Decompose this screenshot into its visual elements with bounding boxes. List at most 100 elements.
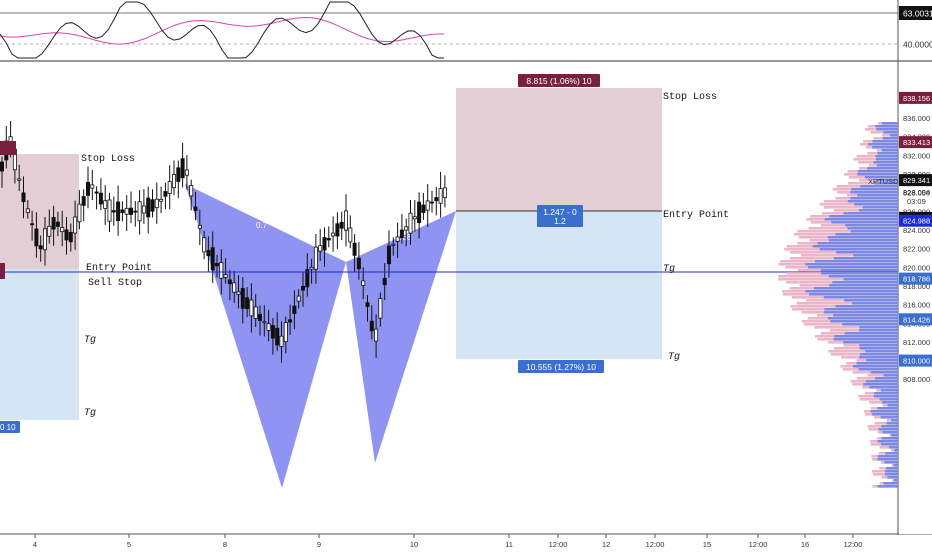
volume-profile-bar [858, 368, 898, 371]
volume-profile-bar [874, 377, 898, 380]
volume-profile-bar [830, 320, 898, 323]
volume-profile-bar [883, 374, 898, 377]
candle-body [318, 245, 323, 252]
volume-profile-bar [891, 419, 898, 422]
volume-profile-bar [853, 254, 898, 257]
volume-profile-bar [796, 302, 898, 305]
bar-countdown: 03:09 [907, 197, 926, 206]
price-badge-text: 818.786 [903, 275, 930, 284]
candle-body [275, 327, 280, 346]
candle-body [348, 227, 353, 243]
left-target-2-label: Tg [84, 408, 96, 419]
volume-profile-bar [867, 374, 898, 377]
volume-profile-bar [843, 212, 898, 215]
candle-body [68, 231, 73, 243]
candle-body [288, 319, 293, 323]
price-tick-label: 826.000 [903, 207, 930, 216]
candle-body [137, 201, 142, 222]
candle-body [180, 158, 185, 179]
time-axis[interactable]: 4 5 8 9 10 11 12:00 12 12:00 15 12:00 16 12:00 [33, 534, 862, 549]
volume-profile-bar [854, 203, 898, 206]
right-target-badge [518, 360, 604, 373]
volume-profile-bar [829, 284, 898, 287]
volume-profile-bar [821, 272, 898, 275]
volume-profile-bar [843, 341, 898, 344]
volume-profile-bar [845, 224, 898, 227]
volume-profile-bar [866, 359, 898, 362]
volume-profile-bar [880, 443, 898, 446]
candlestick-series[interactable] [0, 120, 447, 363]
volume-profile-bar [828, 275, 898, 278]
price-tick-label: 822.000 [903, 245, 930, 254]
time-tick-label: 12:00 [749, 540, 768, 549]
volume-profile-bar [886, 422, 898, 425]
volume-profile-bar [832, 281, 898, 284]
volume-profile-bar [874, 392, 898, 395]
volume-profile-bar [884, 461, 898, 464]
right-stop-zone[interactable] [456, 88, 662, 211]
candle-body [313, 246, 318, 270]
volume-profile-bar [878, 428, 898, 431]
right-stop-loss-label: Stop Loss [663, 92, 717, 103]
volume-profile-bar [887, 476, 898, 479]
volume-profile-bar [880, 416, 898, 419]
volume-profile-bar [850, 197, 898, 200]
volume-profile-bar [808, 293, 898, 296]
left-entry-label: Entry Point [86, 262, 152, 274]
left-short-position[interactable] [0, 154, 79, 420]
candle-body [262, 321, 267, 324]
volume-profile-bar [881, 122, 898, 125]
right-stop-badge [518, 74, 600, 87]
volume-profile-bar [858, 209, 898, 212]
volume-profile-bar [814, 326, 898, 329]
candle-body [17, 178, 22, 181]
candle-body [300, 285, 305, 291]
candle-body [0, 161, 4, 172]
left-sell-stop-label: Sell Stop [88, 277, 142, 289]
candle-body [98, 192, 103, 205]
volume-profile-bar [856, 362, 898, 365]
candle-body [236, 291, 241, 296]
candle-body [322, 237, 327, 251]
volume-profile-bar [801, 254, 898, 257]
candle-body [408, 212, 413, 234]
candle-body [43, 228, 48, 251]
right-target-zone[interactable] [456, 211, 662, 359]
right-short-position[interactable] [456, 88, 662, 359]
volume-profile-bar [893, 479, 898, 482]
volume-profile-bar [833, 314, 898, 317]
candle-body [103, 200, 108, 209]
candle-body [206, 250, 211, 257]
rsi-axis[interactable]: 63.0031 40.0000 [899, 6, 932, 50]
candle-body [429, 201, 434, 204]
volume-profile-bar [888, 446, 898, 449]
volume-profile [778, 122, 898, 488]
volume-profile-bar [872, 140, 898, 143]
candle-body [219, 262, 224, 279]
candle-body [245, 297, 250, 310]
volume-profile-bar [859, 356, 898, 359]
pattern-triangle-bcd[interactable] [346, 211, 456, 463]
volume-profile-bar [860, 185, 898, 188]
price-axis[interactable]: 836.000834.000832.000830.000828.000826.0… [868, 62, 932, 534]
candle-body [90, 184, 95, 189]
left-stop-zone[interactable] [0, 154, 79, 269]
volume-profile-bar [862, 206, 898, 209]
volume-profile-bar [870, 410, 898, 413]
time-tick-label: 4 [33, 540, 37, 549]
volume-profile-bar [884, 470, 898, 473]
rsi-pane[interactable] [0, 0, 898, 60]
volume-profile-bar [882, 134, 898, 137]
candle-body [266, 323, 271, 331]
right-stop-badge-text: 8.815 (1.06%) 10 [526, 76, 591, 86]
candle-body [309, 266, 314, 270]
left-target-zone[interactable] [0, 269, 79, 420]
candle-body [283, 322, 288, 343]
candle-body [210, 247, 215, 271]
volume-profile-bar [805, 290, 898, 293]
volume-profile-bar [814, 287, 898, 290]
volume-profile-bar [859, 344, 898, 347]
volume-profile-bar [870, 371, 898, 374]
candle-body [399, 229, 404, 239]
